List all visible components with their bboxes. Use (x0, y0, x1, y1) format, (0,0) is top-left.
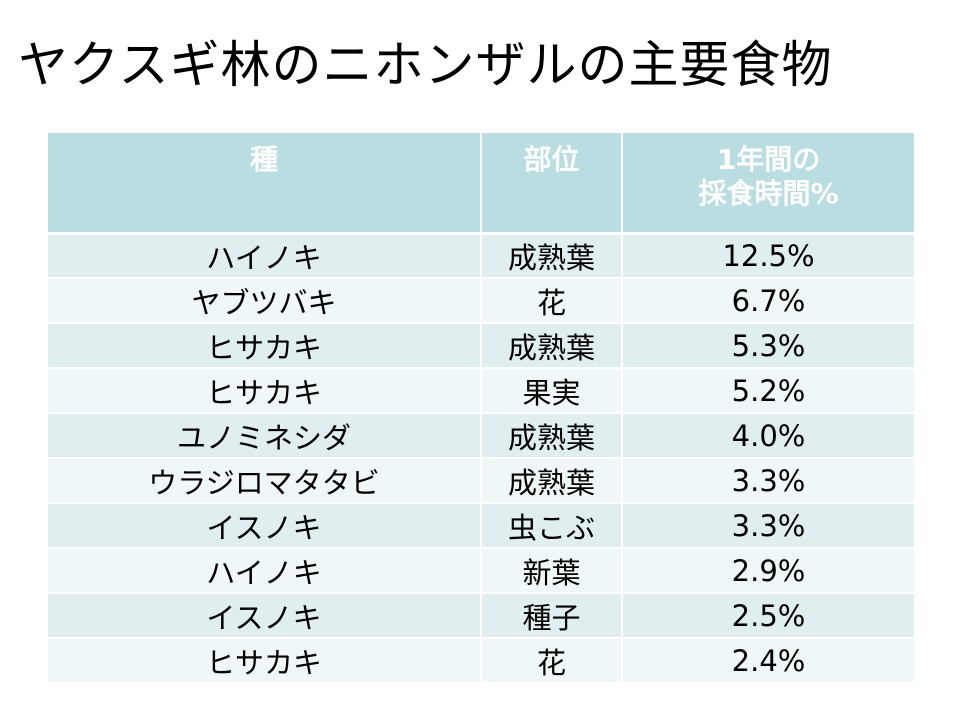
cell-percent: 2.4% (622, 638, 914, 684)
cell-part: 花 (481, 278, 623, 324)
header-row: 種 部位 1年間の 採食時間% (48, 133, 914, 235)
table-body: ハイノキ 成熟葉 12.5% ヤブツバキ 花 6.7% ヒサカキ 成熟葉 5.3… (48, 233, 914, 684)
cell-species: ユノミネシダ (48, 413, 482, 459)
header-feeding-time: 1年間の 採食時間% (622, 133, 914, 235)
table-row: ハイノキ 新葉 2.9% (48, 548, 914, 594)
cell-species: ヤブツバキ (48, 278, 482, 324)
table-row: ヒサカキ 果実 5.2% (48, 368, 914, 414)
cell-percent: 2.5% (622, 593, 914, 639)
header-feeding-time-line2: 採食時間% (698, 177, 839, 210)
cell-percent: 4.0% (622, 413, 914, 459)
cell-part: 成熟葉 (481, 233, 623, 279)
cell-percent: 5.2% (622, 368, 914, 414)
cell-part: 花 (481, 638, 623, 684)
table-row: イスノキ 虫こぶ 3.3% (48, 503, 914, 549)
cell-percent: 3.3% (622, 503, 914, 549)
cell-species: イスノキ (48, 593, 482, 639)
cell-part: 成熟葉 (481, 413, 623, 459)
food-table: 種 部位 1年間の 採食時間% ハイノキ 成熟葉 12.5% ヤブツバキ 花 6… (48, 133, 914, 684)
table-row: ヤブツバキ 花 6.7% (48, 278, 914, 324)
cell-part: 種子 (481, 593, 623, 639)
cell-percent: 5.3% (622, 323, 914, 369)
table-header: 種 部位 1年間の 採食時間% (48, 133, 914, 235)
cell-species: ヒサカキ (48, 638, 482, 684)
cell-part: 成熟葉 (481, 323, 623, 369)
table-row: ヒサカキ 成熟葉 5.3% (48, 323, 914, 369)
table-row: ヒサカキ 花 2.4% (48, 638, 914, 684)
table-row: イスノキ 種子 2.5% (48, 593, 914, 639)
table-row: ユノミネシダ 成熟葉 4.0% (48, 413, 914, 459)
cell-species: イスノキ (48, 503, 482, 549)
cell-part: 果実 (481, 368, 623, 414)
cell-species: ハイノキ (48, 548, 482, 594)
cell-part: 成熟葉 (481, 458, 623, 504)
cell-percent: 6.7% (622, 278, 914, 324)
cell-percent: 2.9% (622, 548, 914, 594)
cell-species: ヒサカキ (48, 323, 482, 369)
cell-species: ヒサカキ (48, 368, 482, 414)
cell-part: 新葉 (481, 548, 623, 594)
cell-percent: 12.5% (622, 233, 914, 279)
cell-part: 虫こぶ (481, 503, 623, 549)
cell-species: ハイノキ (48, 233, 482, 279)
header-feeding-time-line1: 1年間の (716, 143, 821, 176)
table-row: ウラジロマタタビ 成熟葉 3.3% (48, 458, 914, 504)
table-row: ハイノキ 成熟葉 12.5% (48, 233, 914, 279)
header-species: 種 (48, 133, 482, 235)
header-part: 部位 (481, 133, 623, 235)
cell-species: ウラジロマタタビ (48, 458, 482, 504)
cell-percent: 3.3% (622, 458, 914, 504)
slide-title: ヤクスギ林のニホンザルの主要食物 (18, 36, 833, 94)
